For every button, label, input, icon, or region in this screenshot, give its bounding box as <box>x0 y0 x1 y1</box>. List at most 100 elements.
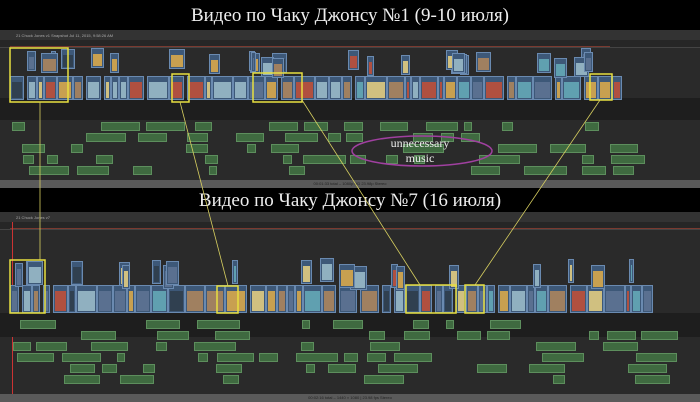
audio-clip[interactable] <box>344 353 358 362</box>
video-clip[interactable] <box>584 76 599 100</box>
connected-clip[interactable] <box>591 265 605 290</box>
audio-clip[interactable] <box>13 342 32 351</box>
video-clip[interactable] <box>603 285 625 313</box>
video-clip[interactable] <box>232 76 249 100</box>
video-clip[interactable] <box>569 285 588 313</box>
video-clip[interactable] <box>642 285 654 313</box>
audio-clip[interactable] <box>197 320 240 329</box>
audio-clip[interactable] <box>550 144 586 153</box>
video-clip[interactable] <box>487 285 495 313</box>
audio-clip[interactable] <box>609 144 638 153</box>
audio-clip[interactable] <box>306 364 315 373</box>
audio-clip[interactable] <box>235 133 265 142</box>
video-clip[interactable] <box>548 285 567 313</box>
video-clip[interactable] <box>294 285 303 313</box>
video-clip[interactable] <box>420 76 439 100</box>
audio-clip[interactable] <box>346 133 363 142</box>
audio-clip[interactable] <box>528 364 565 373</box>
video-clip[interactable] <box>110 76 119 100</box>
audio-clip[interactable] <box>588 331 600 340</box>
audio-clip[interactable] <box>117 353 126 362</box>
video-clip[interactable] <box>404 76 411 100</box>
connected-clip[interactable] <box>348 49 360 70</box>
video-clip[interactable] <box>280 76 294 100</box>
video-clip[interactable] <box>359 285 379 313</box>
audio-clip[interactable] <box>302 155 346 164</box>
video-clip[interactable] <box>630 285 643 313</box>
audio-clip[interactable] <box>477 364 507 373</box>
audio-clip[interactable] <box>137 133 168 142</box>
audio-clip[interactable] <box>366 353 386 362</box>
audio-clip[interactable] <box>282 155 292 164</box>
video-clip[interactable] <box>52 285 69 313</box>
audio-clip[interactable] <box>394 353 433 362</box>
audio-clip[interactable] <box>268 122 299 131</box>
video-clip[interactable] <box>134 285 151 313</box>
audio-clip[interactable] <box>498 144 537 153</box>
audio-clip[interactable] <box>157 331 190 340</box>
video-clip[interactable] <box>535 285 549 313</box>
connected-clip[interactable] <box>366 56 374 77</box>
audio-clip[interactable] <box>22 155 34 164</box>
video-clip[interactable] <box>507 76 516 100</box>
video-clip[interactable] <box>321 285 337 313</box>
audio-clip[interactable] <box>471 166 501 175</box>
connected-clip[interactable] <box>475 52 492 73</box>
video-clip[interactable] <box>497 285 511 313</box>
video-clip[interactable] <box>532 76 552 100</box>
audio-clip[interactable] <box>285 133 319 142</box>
video-clip[interactable] <box>526 285 536 313</box>
audio-clip[interactable] <box>91 342 128 351</box>
connected-clip[interactable] <box>532 264 541 289</box>
audio-clip[interactable] <box>81 331 116 340</box>
connected-clip[interactable] <box>448 265 460 290</box>
audio-clip[interactable] <box>582 166 606 175</box>
audio-clip[interactable] <box>301 320 310 329</box>
connected-clip[interactable] <box>232 260 239 285</box>
video-clip[interactable] <box>42 285 50 313</box>
connected-clip[interactable] <box>169 48 185 69</box>
audio-clip[interactable] <box>186 133 208 142</box>
audio-clip[interactable] <box>71 144 83 153</box>
video-clip[interactable] <box>328 76 342 100</box>
audio-clip[interactable] <box>377 364 419 373</box>
connected-clip[interactable] <box>584 51 593 72</box>
audio-clip[interactable] <box>145 320 181 329</box>
audio-clip[interactable] <box>552 375 565 384</box>
audio-clip[interactable] <box>445 320 455 329</box>
audio-clip[interactable] <box>209 166 218 175</box>
audio-clip[interactable] <box>403 331 431 340</box>
audio-clip[interactable] <box>379 122 408 131</box>
video-clip[interactable] <box>354 76 366 100</box>
timeline-v7[interactable]: 21 Chuck Jones v7 00:02:16 total – 1440 … <box>0 212 700 402</box>
connected-clip[interactable] <box>554 57 567 78</box>
audio-clip[interactable] <box>610 155 646 164</box>
video-clip[interactable] <box>184 285 206 313</box>
video-clip[interactable] <box>147 76 170 100</box>
video-clip[interactable] <box>150 285 169 313</box>
audio-clip[interactable] <box>385 155 398 164</box>
audio-clip[interactable] <box>11 122 25 131</box>
video-clip[interactable] <box>26 76 37 100</box>
video-clip[interactable] <box>205 285 226 313</box>
audio-clip[interactable] <box>641 331 679 340</box>
audio-clip[interactable] <box>603 342 639 351</box>
audio-clip[interactable] <box>17 353 55 362</box>
audio-clip[interactable] <box>333 320 364 329</box>
audio-clip[interactable] <box>215 331 250 340</box>
video-clip[interactable] <box>510 285 527 313</box>
connected-clip[interactable] <box>452 53 465 74</box>
audio-clip[interactable] <box>22 144 46 153</box>
video-clip[interactable] <box>36 76 44 100</box>
audio-clip[interactable] <box>486 331 510 340</box>
audio-clip[interactable] <box>197 353 208 362</box>
audio-clip[interactable] <box>35 342 68 351</box>
video-clip[interactable] <box>515 76 533 100</box>
audio-clip[interactable] <box>463 122 472 131</box>
video-clip[interactable] <box>96 285 113 313</box>
video-clip[interactable] <box>341 76 352 100</box>
audio-clip[interactable] <box>69 364 96 373</box>
audio-clip[interactable] <box>215 364 242 373</box>
audio-clip[interactable] <box>271 144 299 153</box>
audio-clip[interactable] <box>223 375 239 384</box>
